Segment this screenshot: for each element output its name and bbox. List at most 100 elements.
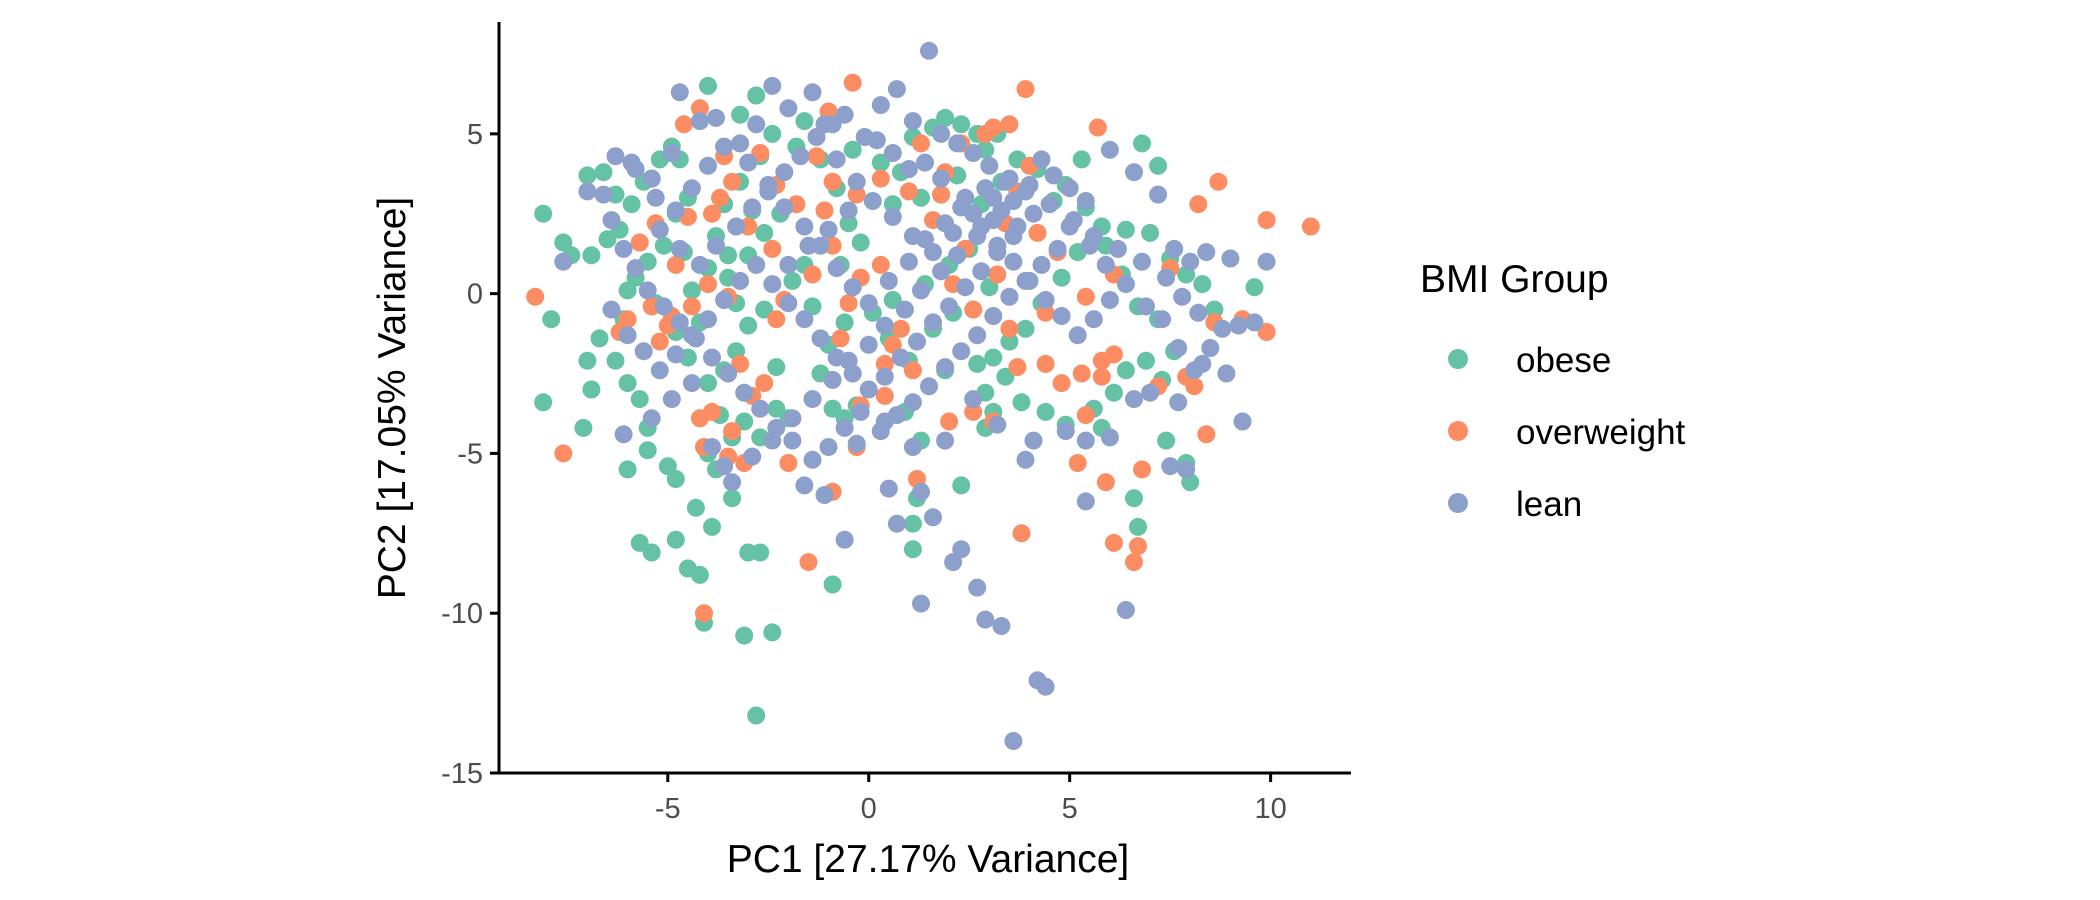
point-lean-13	[803, 83, 822, 102]
point-lean-10	[747, 115, 766, 134]
point-obese-117	[1133, 134, 1151, 153]
point-lean-72	[703, 348, 721, 367]
point-obese-116	[1116, 220, 1135, 239]
point-lean-77	[626, 259, 645, 278]
point-overweight-70	[1076, 287, 1095, 306]
legend-item-overweight: overweight	[1448, 413, 1686, 452]
point-lean-155	[1084, 227, 1103, 246]
point-lean-127	[1100, 428, 1119, 447]
point-lean-198	[747, 255, 766, 274]
point-lean-84	[682, 374, 701, 393]
point-lean-203	[827, 348, 846, 367]
point-overweight-0	[526, 287, 545, 306]
point-lean-98	[948, 246, 967, 265]
point-obese-37	[751, 543, 770, 562]
point-lean-132	[1217, 364, 1236, 383]
point-obese-63	[767, 358, 786, 377]
point-obese-147	[823, 399, 842, 418]
point-overweight-46	[1072, 364, 1091, 383]
point-overweight-39	[940, 412, 959, 431]
point-overweight-5	[674, 115, 693, 134]
point-obese-24	[642, 543, 661, 562]
y-axis-title: PC2 [17.05% Variance]	[371, 197, 414, 600]
point-lean-211	[956, 278, 975, 297]
legend-key-obese	[1448, 349, 1468, 369]
legend-label-overweight: overweight	[1516, 413, 1686, 452]
point-lean-67	[783, 431, 802, 450]
point-obese-123	[1205, 300, 1224, 319]
point-lean-160	[1189, 303, 1208, 322]
point-lean-159	[1173, 287, 1192, 306]
point-lean-154	[1064, 211, 1083, 230]
point-lean-225	[984, 188, 1003, 207]
point-obese-27	[666, 530, 685, 549]
point-lean-55	[984, 307, 1003, 325]
point-overweight-45	[1052, 374, 1071, 393]
point-overweight-12	[703, 204, 721, 223]
point-lean-141	[827, 150, 846, 169]
point-lean-54	[1000, 287, 1019, 306]
point-lean-66	[803, 450, 822, 469]
point-lean-235	[791, 147, 810, 166]
point-overweight-60	[1197, 425, 1216, 444]
point-lean-145	[899, 160, 918, 178]
point-lean-37	[1221, 249, 1240, 268]
point-lean-22	[948, 134, 967, 153]
point-obese-98	[1016, 319, 1035, 338]
point-lean-220	[883, 207, 902, 226]
point-obese-173	[883, 195, 902, 214]
point-lean-172	[827, 259, 846, 278]
point-obese-107	[1104, 383, 1123, 402]
point-lean-193	[666, 345, 685, 364]
legend: BMI Group obese overweight lean	[1420, 258, 1686, 524]
point-obese-100	[984, 348, 1003, 367]
point-lean-223	[944, 223, 963, 242]
point-overweight-18	[682, 297, 701, 316]
point-lean-119	[875, 412, 894, 431]
point-lean-130	[1169, 393, 1188, 412]
point-lean-138	[944, 553, 963, 572]
point-lean-167	[739, 153, 758, 172]
point-overweight-21	[767, 310, 786, 329]
point-lean-131	[1193, 354, 1212, 373]
x-tick-label: -5	[655, 793, 681, 825]
point-overweight-90	[1028, 223, 1047, 242]
point-lean-142	[847, 172, 866, 191]
point-lean-113	[1004, 732, 1023, 750]
point-obese-43	[731, 105, 750, 124]
point-overweight-9	[723, 172, 742, 191]
point-overweight-44	[1036, 354, 1055, 373]
point-lean-6	[670, 83, 689, 102]
point-obese-19	[630, 390, 649, 409]
point-overweight-73	[1000, 115, 1019, 134]
point-obese-180	[803, 297, 822, 316]
point-obese-170	[763, 124, 782, 143]
point-lean-188	[1100, 291, 1119, 309]
point-lean-213	[988, 243, 1007, 262]
point-lean-52	[1032, 255, 1051, 274]
point-lean-15	[835, 105, 854, 124]
point-lean-20	[920, 41, 938, 60]
point-lean-166	[715, 137, 734, 156]
point-lean-4	[642, 169, 661, 188]
point-lean-165	[699, 156, 717, 175]
point-obese-101	[996, 367, 1015, 386]
point-overweight-52	[1096, 473, 1115, 492]
point-lean-45	[1153, 310, 1172, 329]
point-obese-124	[1245, 278, 1264, 297]
point-lean-228	[670, 239, 689, 258]
point-lean-105	[815, 486, 834, 504]
y-tick-label: -15	[441, 758, 483, 790]
point-lean-5	[662, 144, 681, 162]
point-lean-125	[1056, 422, 1075, 441]
point-obese-99	[1000, 332, 1019, 351]
point-lean-19	[903, 112, 922, 131]
x-axis-ticks: -5 0 5 10	[655, 773, 1287, 825]
point-lean-128	[1125, 390, 1143, 409]
point-lean-18	[887, 80, 906, 99]
point-lean-209	[924, 313, 942, 332]
point-lean-70	[735, 383, 754, 402]
point-lean-11	[763, 76, 782, 95]
point-lean-1	[578, 182, 597, 201]
point-obese-4	[582, 380, 601, 399]
